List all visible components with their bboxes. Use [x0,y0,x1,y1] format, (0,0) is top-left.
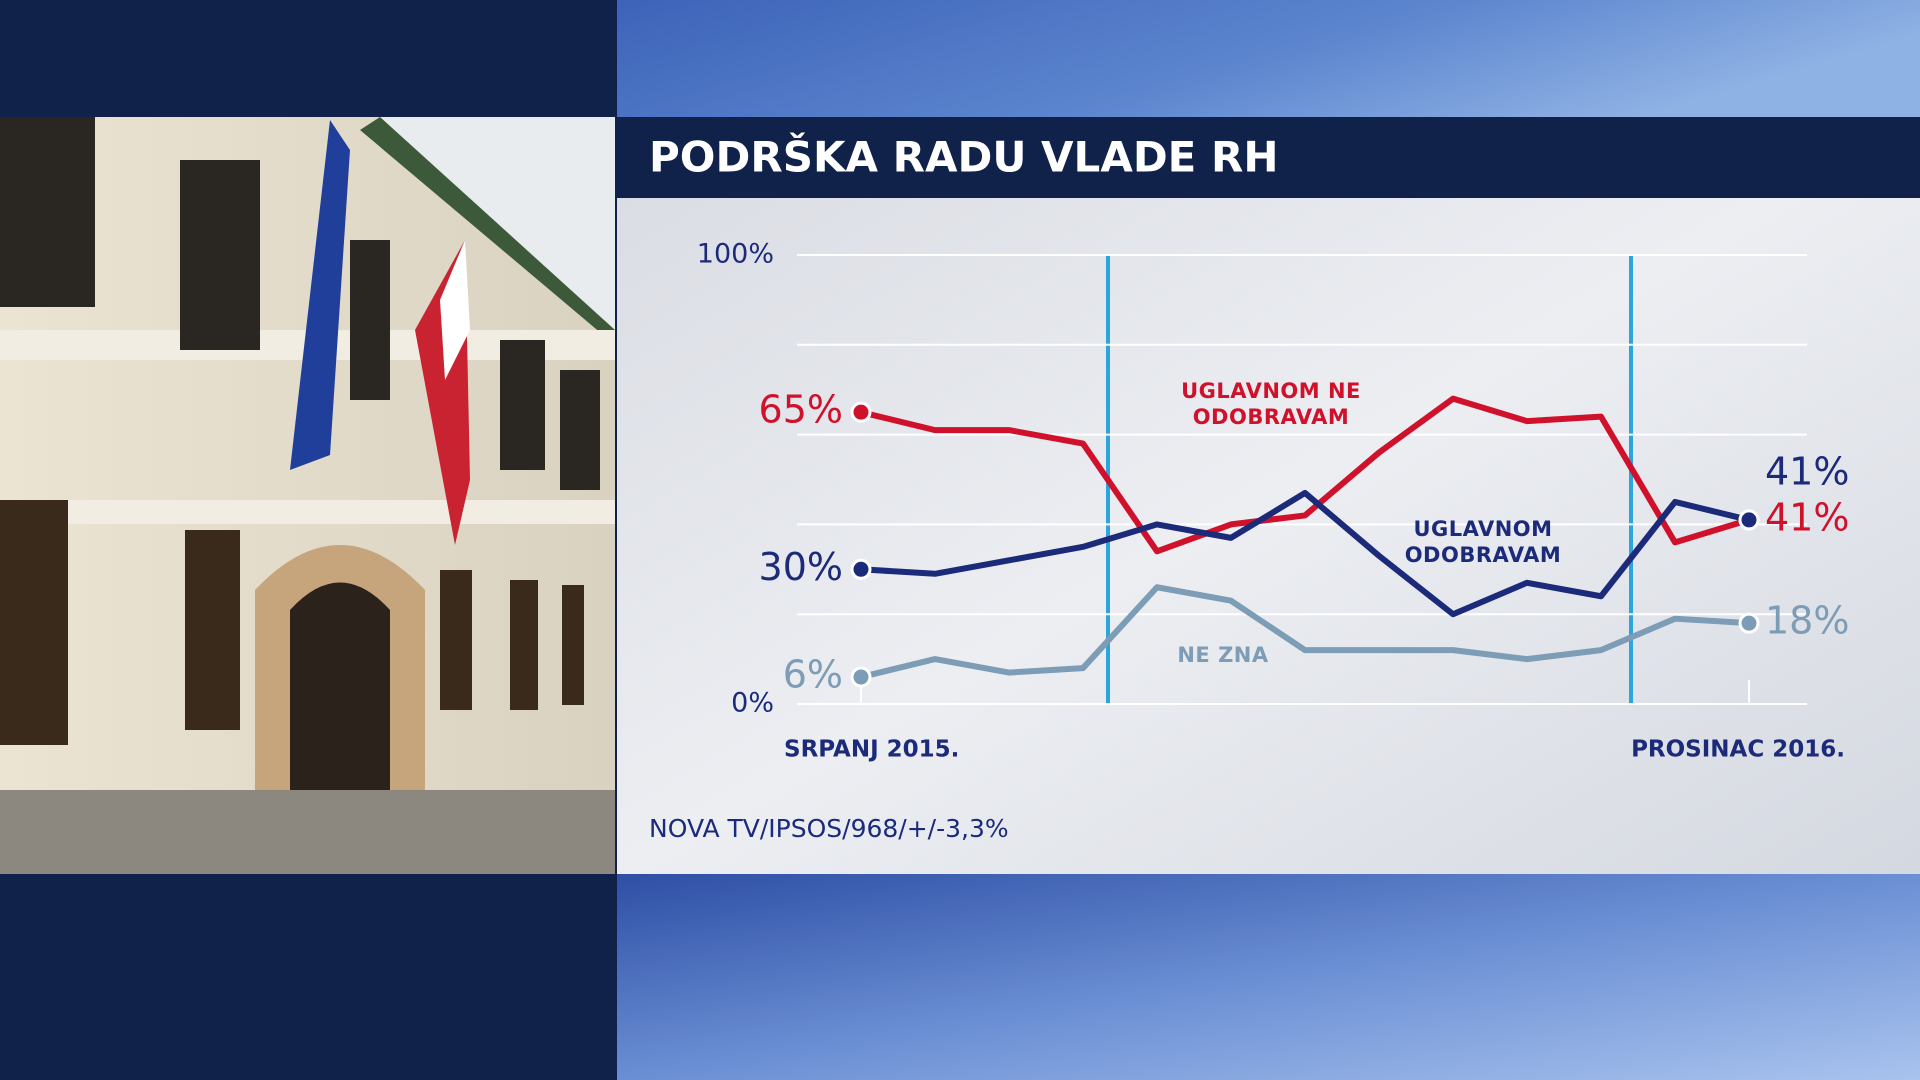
value-label: 30% [759,545,843,589]
source-note: NOVA TV/IPSOS/968/+/-3,3% [649,814,1009,843]
y-tick-label: 100% [697,239,774,270]
end-marker [1738,509,1760,531]
value-label: 41% [1765,495,1849,539]
value-label: 6% [783,653,843,697]
y-tick-label: 0% [731,688,774,719]
chart-title: PODRŠKA RADU VLADE RH [649,132,1279,182]
value-label: 65% [759,388,843,432]
end-marker [1738,612,1760,634]
series-label: NE ZNA [1177,643,1269,667]
x-tick-label: PROSINAC 2016. [1631,737,1845,763]
photo [0,117,615,874]
series-line [860,395,1750,555]
chart-panel [617,117,1920,874]
series-line [860,584,1750,680]
top-background [617,0,1920,117]
x-tick-label: SRPANJ 2015. [784,737,959,763]
end-marker [850,558,872,580]
end-marker [850,401,872,423]
series-label: UGLAVNOM ODOBRAVAM [1404,517,1562,567]
series-label: UGLAVNOM NE ODOBRAVAM [1181,379,1361,429]
end-marker [850,666,872,688]
title-bar [617,117,1920,198]
value-label: 18% [1765,599,1849,643]
bottom-background [617,874,1920,1080]
series-line [860,489,1750,618]
value-label: 41% [1765,449,1849,493]
